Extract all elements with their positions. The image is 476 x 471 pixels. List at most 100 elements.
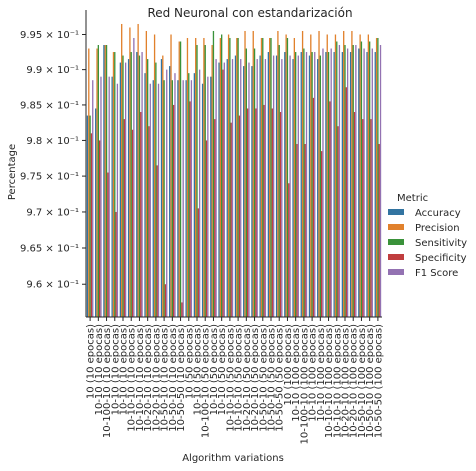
bar-precision: [121, 23, 123, 317]
bar-specificity: [181, 302, 183, 317]
bar-f1-score: [240, 59, 242, 318]
bar-accuracy: [259, 55, 261, 318]
bar-specificity: [98, 140, 101, 317]
y-tick-label: 9.8 × 10⁻¹: [26, 136, 79, 147]
x-tick-label: 10-50-10 (10 epocas): [168, 324, 179, 432]
bar-sensitivity: [369, 41, 371, 317]
x-tick-label: 10-10 (100 epocas): [316, 324, 327, 422]
bar-sensitivity: [97, 45, 99, 317]
bar-precision: [153, 34, 156, 318]
legend-title: Metric: [397, 193, 428, 204]
bar-specificity: [222, 69, 224, 318]
bar-f1-score: [297, 55, 299, 318]
bar-sensitivity: [360, 41, 363, 317]
y-tick-label: 9.85 × 10⁻¹: [20, 100, 79, 111]
legend-swatch: [388, 269, 404, 275]
bar-precision: [112, 52, 115, 317]
bar-accuracy: [243, 66, 245, 317]
x-tick-label: 10-50-10 (100 epocas): [365, 324, 376, 438]
y-axis-label: Percentage: [7, 144, 18, 200]
bar-accuracy: [218, 62, 220, 317]
bar-specificity: [288, 183, 290, 317]
x-tick-label: 10-10-10 (10 epocas): [135, 324, 146, 432]
bar-precision: [359, 34, 361, 318]
bar-accuracy: [374, 52, 376, 317]
y-tick-label: 9.95 × 10⁻¹: [20, 30, 79, 41]
bar-specificity: [320, 151, 323, 317]
x-tick-label: 10 (50 epocas): [184, 324, 195, 399]
bar-accuracy: [300, 52, 302, 317]
bar-precision: [104, 45, 106, 317]
bar-accuracy: [136, 52, 138, 317]
bar-sensitivity: [344, 45, 346, 317]
bar-precision: [285, 34, 287, 318]
bar-accuracy: [152, 80, 154, 317]
bar-accuracy: [103, 45, 105, 317]
bar-accuracy: [201, 83, 204, 317]
bar-specificity: [271, 108, 273, 317]
bar-precision: [277, 30, 279, 318]
bar-specificity: [197, 208, 199, 317]
bar-sensitivity: [147, 59, 149, 318]
x-tick-label: 10-50-10 (100 epocas): [357, 324, 368, 438]
x-tick-label: 10-100-10 (100 epocas): [299, 324, 310, 445]
bar-accuracy: [185, 80, 187, 317]
x-tick-label: 10-100-10 (50 epocas): [201, 324, 212, 438]
bar-accuracy: [349, 52, 352, 317]
bar-precision: [145, 30, 148, 318]
x-tick-label: 10-10-10 (50 epocas): [225, 324, 236, 432]
x-axis: 10 (10 epocas)10-10 (10 epocas)10-100-10…: [86, 316, 384, 445]
x-tick-label: 10-50-50 (100 epocas): [373, 324, 384, 438]
bar-accuracy: [292, 59, 294, 318]
bar-precision: [178, 41, 180, 317]
bar-accuracy: [226, 59, 228, 318]
bar-precision: [351, 30, 353, 318]
bar-sensitivity: [188, 73, 190, 318]
legend-swatch: [388, 239, 404, 245]
bar-sensitivity: [319, 55, 321, 318]
bar-accuracy: [251, 66, 253, 317]
bar-precision: [162, 55, 164, 318]
x-tick-label: 10 (100 epocas): [283, 324, 294, 406]
x-tick-label: 10-20-10 (50 epocas): [250, 324, 261, 432]
y-axis: 9.6 × 10⁻¹ 9.65 × 10⁻¹ 9.7 × 10⁻¹ 9.75 × 10…: [20, 10, 87, 317]
bar-specificity: [370, 119, 372, 317]
bar-f1-score: [198, 69, 201, 318]
bar-sensitivity: [229, 37, 231, 318]
x-tick-label: 10-10 (10 epocas): [110, 324, 121, 415]
bar-accuracy: [366, 52, 368, 317]
bar-accuracy: [325, 52, 327, 317]
bar-f1-score: [371, 48, 373, 318]
bar-sensitivity: [336, 41, 338, 317]
bar-accuracy: [127, 59, 130, 318]
bar-sensitivity: [327, 52, 330, 317]
bar-precision: [269, 37, 271, 318]
bar-precision: [203, 37, 205, 318]
bar-sensitivity: [245, 48, 247, 318]
bar-specificity: [312, 97, 315, 317]
bar-accuracy: [308, 55, 311, 318]
bar-sensitivity: [130, 52, 132, 317]
bar-specificity: [337, 126, 339, 318]
bar-precision: [195, 37, 197, 318]
bar-accuracy: [333, 52, 335, 317]
bar-precision: [326, 34, 328, 318]
bar-specificity: [123, 119, 125, 317]
y-tick-label: 9.6 × 10⁻¹: [26, 280, 79, 291]
bar-specificity: [90, 133, 93, 317]
bar-specificity: [140, 112, 142, 318]
bar-sensitivity: [89, 115, 91, 317]
bar-f1-score: [248, 62, 250, 317]
bar-precision: [367, 34, 370, 318]
bar-f1-score: [133, 37, 135, 318]
bar-f1-score: [264, 59, 267, 318]
x-tick-label: 10-20-10 (100 epocas): [341, 324, 352, 438]
bar-precision: [236, 37, 238, 318]
bar-sensitivity: [105, 45, 108, 317]
bar-sensitivity: [352, 45, 354, 317]
bar-f1-score: [322, 48, 324, 318]
x-tick-label: 10-50-10 (50 epocas): [258, 324, 269, 432]
bar-accuracy: [177, 80, 179, 317]
bar-f1-score: [281, 59, 283, 318]
bar-accuracy: [341, 52, 344, 317]
